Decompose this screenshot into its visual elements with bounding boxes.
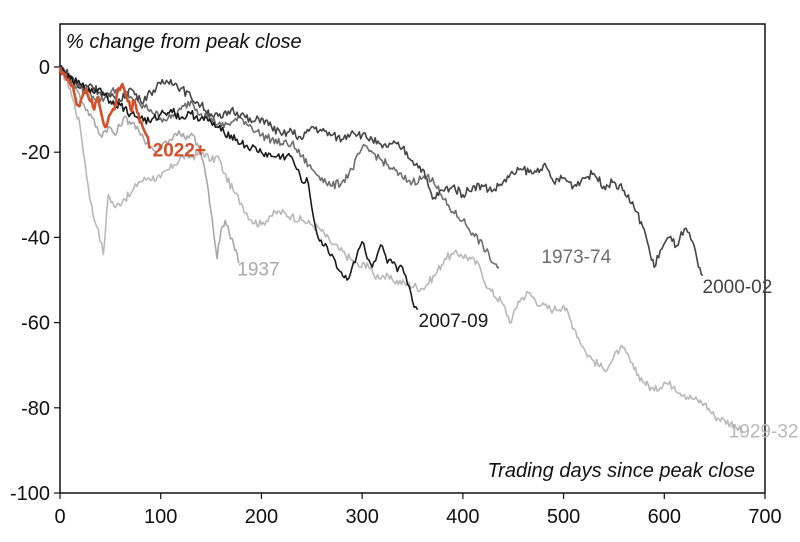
series-line-2000-02 bbox=[59, 66, 704, 277]
y-tick-label: -60 bbox=[21, 313, 50, 335]
x-tick-label: 600 bbox=[648, 506, 681, 528]
series-label-2007-09: 2007-09 bbox=[419, 311, 489, 332]
series-label-1937: 1937 bbox=[237, 260, 279, 281]
series-label-2022+: 2022+ bbox=[153, 140, 206, 161]
series-line-1929-32 bbox=[59, 65, 744, 435]
y-tick-label: -80 bbox=[21, 398, 50, 420]
x-tick-label: 400 bbox=[446, 506, 479, 528]
x-tick-label: 100 bbox=[144, 506, 177, 528]
series-label-2000-02: 2000-02 bbox=[703, 277, 773, 298]
x-tick-label: 500 bbox=[547, 506, 580, 528]
y-tick-label: -20 bbox=[21, 142, 50, 164]
y-tick-label: 0 bbox=[39, 57, 50, 79]
series-line-2022+ bbox=[58, 66, 152, 150]
series-label-1929-32: 1929-32 bbox=[729, 422, 799, 443]
x-tick-label: 200 bbox=[245, 506, 278, 528]
series-line-2007-09 bbox=[59, 65, 419, 311]
plot-area bbox=[59, 23, 766, 494]
y-axis-title: % change from peak close bbox=[66, 31, 302, 53]
x-tick-label: 700 bbox=[748, 506, 781, 528]
y-tick-label: -100 bbox=[10, 483, 50, 505]
x-tick-label: 300 bbox=[345, 506, 378, 528]
series-line-1937 bbox=[59, 66, 240, 264]
axis-ticks: 0 100 200 300 400 500 600 700 0 -20 -40 -60 -80 -100 bbox=[10, 57, 782, 528]
x-axis-title: Trading days since peak close bbox=[487, 460, 755, 482]
x-tick-label: 0 bbox=[54, 506, 65, 528]
series-lines bbox=[58, 65, 744, 435]
series-label-1973-74: 1973-74 bbox=[541, 247, 611, 268]
y-tick-label: -40 bbox=[21, 227, 50, 249]
plot-border bbox=[59, 23, 766, 494]
series-labels: 2022+ 1937 1973-74 2000-02 2007-09 1929-32 bbox=[153, 140, 799, 442]
